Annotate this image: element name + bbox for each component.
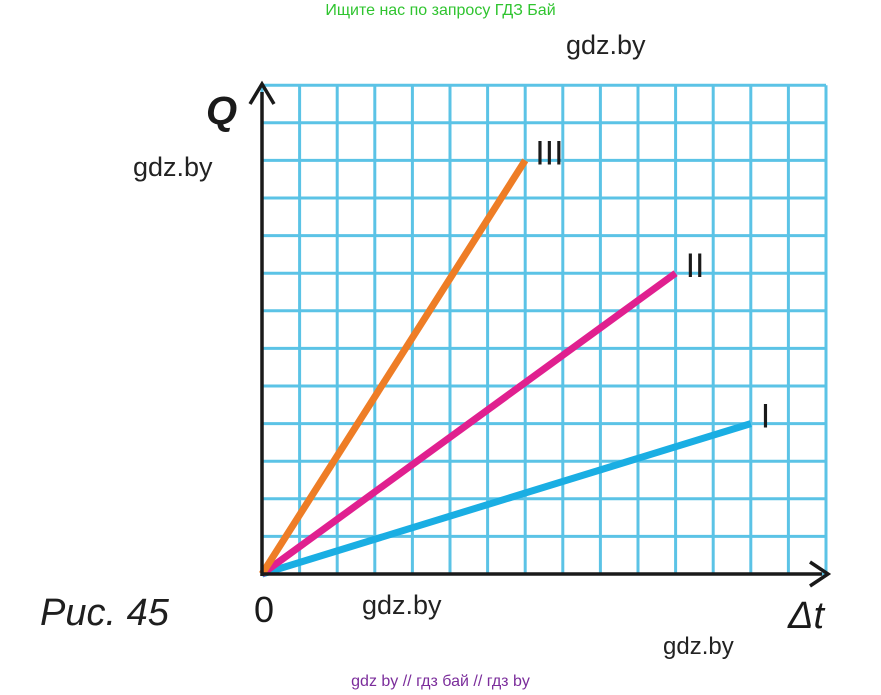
chart-axes bbox=[248, 80, 832, 588]
watermark: gdz.by bbox=[133, 152, 213, 182]
x-axis-label: Δt bbox=[787, 595, 825, 637]
series-label-III: III bbox=[535, 134, 563, 172]
chart-series bbox=[259, 158, 752, 578]
series-label-II: II bbox=[686, 247, 705, 285]
watermark: gdz.by bbox=[566, 30, 646, 60]
watermark: gdz.by bbox=[663, 633, 734, 660]
bottom-banner: gdz by // гдз бай // гдз by bbox=[351, 673, 530, 690]
series-line-I bbox=[260, 420, 752, 578]
y-axis-arrow bbox=[248, 80, 276, 105]
y-axis-label: Q bbox=[206, 89, 237, 133]
figure-caption: Рис. 45 bbox=[40, 592, 169, 634]
top-banner: Ищите нас по запросу ГДЗ Бай bbox=[325, 2, 556, 19]
watermark: gdz.by bbox=[362, 590, 442, 620]
origin-label: 0 bbox=[254, 589, 274, 630]
series-label-I: I bbox=[761, 398, 770, 436]
x-axis-arrow bbox=[809, 560, 832, 588]
series-line-II bbox=[259, 270, 678, 577]
series-line-III bbox=[259, 158, 529, 576]
